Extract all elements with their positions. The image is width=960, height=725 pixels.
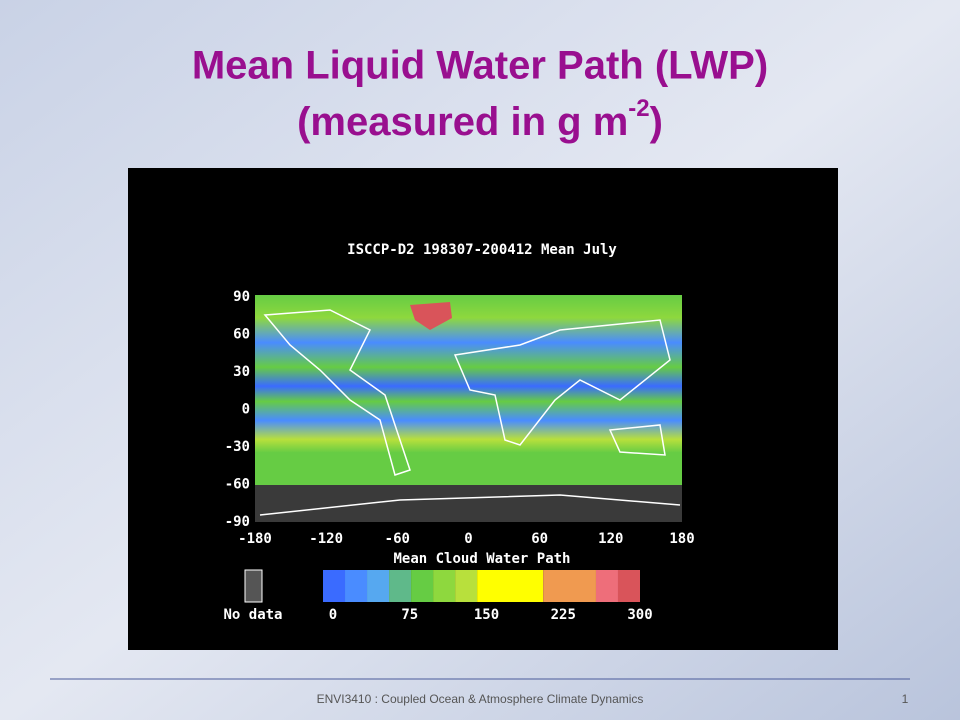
colorbar-swatch [477,570,544,602]
footer-text: ENVI3410 : Coupled Ocean & Atmosphere Cl… [317,692,644,706]
colorbar-swatch [345,570,368,602]
colorbar-label: 150 [474,607,499,623]
lon-label: 120 [598,531,623,547]
lat-label: 0 [242,402,250,418]
colorbar-swatch [617,570,640,602]
lat-label: -30 [225,439,250,455]
lon-label: -120 [309,531,343,547]
colorbar-label: 75 [401,607,418,623]
title-line: Mean Liquid Water Path (LWP) [192,44,768,88]
page-number: 1 [902,692,909,706]
colorbar-swatch [367,570,390,602]
colorbar-swatch [433,570,456,602]
colorbar-swatch [411,570,434,602]
colorbar-label: 0 [329,607,337,623]
lat-label: 60 [233,327,250,343]
lat-label: 90 [233,289,250,305]
coastlines [259,309,681,516]
no-data-region [255,485,682,522]
lon-label: 180 [669,531,694,547]
lon-label: -180 [238,531,272,547]
title-line: (measured in g m-2) [297,95,663,143]
lat-label: -90 [225,514,250,530]
map-title: ISCCP-D2 198307-200412 Mean July [347,242,617,258]
colorbar-label: 300 [627,607,652,623]
greenland [410,302,452,330]
lon-label: 60 [531,531,548,547]
colorbar-swatch [595,570,618,602]
colorbar-title: Mean Cloud Water Path [393,551,570,567]
colorbar-swatch [323,570,346,602]
colorbar-swatch [543,570,596,602]
no-data-label: No data [223,607,282,623]
colorbar-swatch [389,570,412,602]
lat-label: 30 [233,364,250,380]
lat-label: -60 [225,477,250,493]
lon-label: 0 [464,531,472,547]
lon-label: -60 [385,531,410,547]
map-field [255,295,682,485]
colorbar-label: 225 [551,607,576,623]
colorbar-swatch [455,570,478,602]
no-data-swatch [244,569,263,603]
